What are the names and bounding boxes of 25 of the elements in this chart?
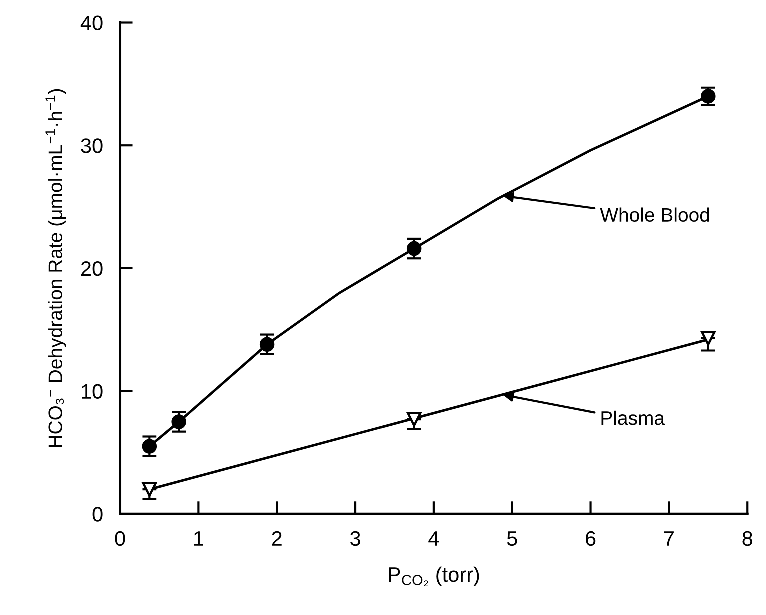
x-axis-title: P$_{CO₂}$ (torr) [389,566,480,587]
point [406,412,422,427]
point [172,414,186,430]
point [406,241,422,256]
y-tick-label: 0 [92,507,103,522]
x-tick-label: 6 [586,531,596,546]
y-tick-label: 40 [80,16,103,31]
x-tick-label: 1 [194,532,204,546]
point [260,337,275,352]
x-tick-label: 7 [664,532,674,546]
point [142,482,158,497]
y-axis-title: HCO₃$^{−}$ Dehydration Rate (μmol·mL$^{−1}$·h$^{−1}$) [46,89,66,448]
point [142,439,158,454]
x-tick-label: 8 [742,531,753,546]
annotation: Plasma [602,410,666,426]
x-tick-label: 4 [428,532,440,546]
x-tick-label: 2 [272,531,282,546]
point [701,331,716,346]
y-tick-label: 10 [82,384,103,400]
y-tick-label: 20 [81,261,103,276]
x-tick-label: 0 [115,531,126,546]
y-tick-label: 30 [81,138,103,154]
x-tick-label: 5 [507,532,518,546]
x-tick-label: 3 [350,531,360,546]
annotation: Whole Blood [600,208,710,222]
